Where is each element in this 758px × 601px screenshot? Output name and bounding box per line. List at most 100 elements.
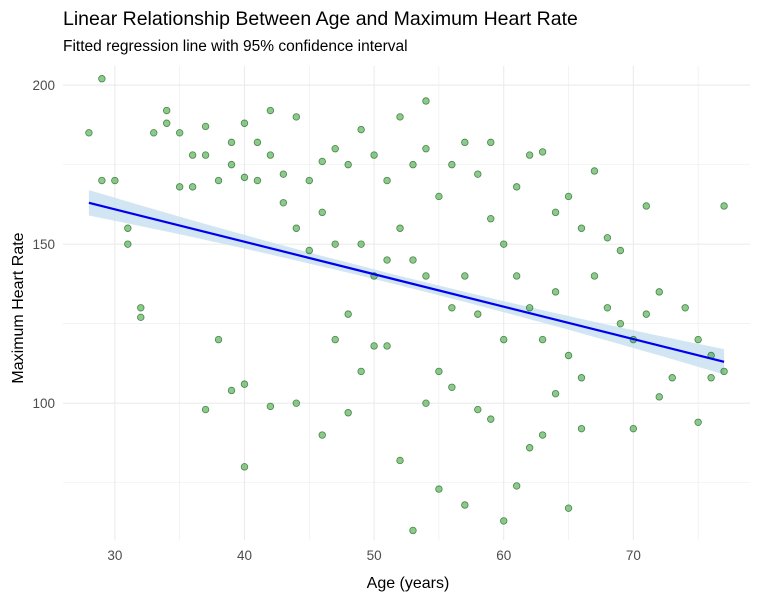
data-point [720,202,728,210]
data-point [538,431,547,439]
data-point [551,208,560,217]
data-point [616,246,625,255]
data-point [720,367,728,376]
chart-title: Linear Relationship Between Age and Maxi… [63,8,578,30]
data-point [201,122,210,131]
data-point [694,418,702,426]
data-point [642,202,651,210]
data-point [474,405,482,414]
data-point [538,335,547,344]
x-tick-label: 30 [107,548,122,563]
data-point [655,288,663,296]
data-point [292,113,301,121]
data-point [279,199,288,207]
data-point [383,176,391,185]
data-point [318,157,326,166]
data-point [279,170,288,178]
data-point [590,272,599,280]
data-point [461,138,469,147]
data-point [474,310,482,318]
data-point [357,125,365,134]
data-point [590,167,599,175]
data-point [474,170,482,178]
data-point [551,389,560,398]
data-point [137,304,145,312]
data-point [525,151,534,159]
data-point [253,138,262,147]
x-axis-label: Age (years) [367,575,450,592]
data-point [435,485,443,493]
data-point [344,310,352,318]
data-points [85,75,728,535]
data-point [266,402,275,411]
data-point [331,145,339,153]
data-point [551,288,560,296]
data-point [344,160,352,169]
data-point [175,183,184,191]
y-tick-label: 100 [32,396,55,411]
data-point [227,138,236,147]
data-point [318,431,326,439]
data-point [616,319,625,328]
data-point [448,304,456,312]
data-point [500,240,508,248]
data-point [344,409,352,417]
data-point [512,272,521,280]
data-point [461,272,469,280]
data-point [383,256,391,264]
data-point [577,374,586,382]
data-point [487,214,495,223]
data-point [487,138,495,147]
data-point [292,399,301,407]
data-point [564,504,573,512]
data-point [137,313,145,322]
data-point [448,160,456,169]
data-point [512,183,521,191]
data-point [162,119,171,127]
data-point [188,151,197,159]
y-tick-label: 150 [32,237,55,252]
data-point [305,176,313,185]
data-point [266,106,275,115]
x-tick-label: 50 [367,548,382,563]
data-point [642,310,651,318]
data-point [564,192,573,201]
data-point [266,151,275,159]
data-point [240,173,249,182]
grid-lines [63,66,750,540]
data-point [525,304,534,312]
data-point [253,176,262,185]
data-point [370,151,378,159]
data-point [435,367,443,376]
data-point [396,113,404,121]
data-point [500,335,508,344]
data-point [461,501,469,509]
data-point [370,342,378,350]
data-point [422,145,430,153]
y-axis-label: Maximum Heart Rate [10,232,27,383]
axis-labels: 30 40 50 60 70 100 150 200 [32,78,640,563]
data-point [175,129,184,137]
x-tick-label: 40 [237,548,252,563]
data-point [227,386,236,395]
data-point [655,393,663,401]
data-point [214,176,223,185]
chart-subtitle: Fitted regression line with 95% confiden… [63,38,408,55]
data-point [150,129,158,137]
data-point [201,405,210,414]
data-point [409,526,417,535]
data-point [409,160,417,169]
data-point [435,192,443,201]
data-point [111,176,119,185]
data-point [396,224,404,232]
data-point [448,383,456,392]
data-point [422,97,430,105]
data-point [500,517,508,525]
data-point [409,256,417,264]
data-point [188,183,197,191]
data-point [318,208,326,217]
data-point [305,246,313,255]
data-point [98,176,106,185]
data-point [240,380,249,388]
